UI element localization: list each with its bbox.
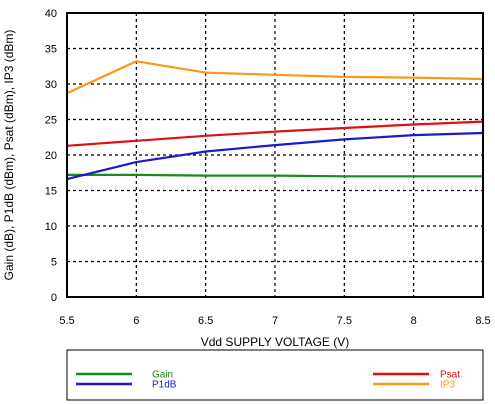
y-tick-label: 30 [45, 79, 57, 91]
x-tick-label: 8.5 [475, 315, 490, 327]
y-tick-label: 35 [45, 44, 57, 56]
y-tick-label: 5 [51, 257, 57, 269]
y-tick-label: 20 [45, 150, 57, 162]
series-line-psat [66, 120, 484, 147]
y-tick-label: 10 [45, 221, 57, 233]
x-tick-label: 8 [411, 315, 417, 327]
series-line-p1db [66, 131, 484, 181]
y-tick-label: 40 [45, 8, 57, 20]
plot-area-frame [66, 12, 484, 298]
series-layer [66, 60, 484, 181]
x-axis-ticks: 5.5 6 6.5 7 7.5 8 8.5 [59, 315, 490, 327]
x-tick-label: 5.5 [59, 315, 74, 327]
x-tick-label: 7 [272, 315, 278, 327]
x-tick-label: 6 [133, 315, 139, 327]
y-axis-ticks: 0 5 10 15 20 25 30 35 40 [45, 8, 57, 304]
x-axis-label: Vdd SUPPLY VOLTAGE (V) [201, 335, 350, 349]
series-line-ip3 [66, 60, 484, 95]
legend-label-gain: Gain [152, 370, 173, 381]
legend-label-p1db: P1dB [152, 380, 177, 391]
x-tick-label: 7.5 [337, 315, 352, 327]
legend-label-ip3: IP3 [440, 380, 455, 391]
grid-lines [67, 13, 483, 297]
y-axis-label: Gain (dB), P1dB (dBm), Psat (dBm), IP3 (… [2, 30, 16, 281]
y-tick-label: 0 [51, 292, 57, 304]
series-line-gain [67, 173, 483, 178]
y-tick-label: 25 [45, 115, 57, 127]
y-tick-label: 15 [45, 186, 57, 198]
legend-label-psat: Psat [440, 370, 460, 381]
x-tick-label: 6.5 [198, 315, 213, 327]
